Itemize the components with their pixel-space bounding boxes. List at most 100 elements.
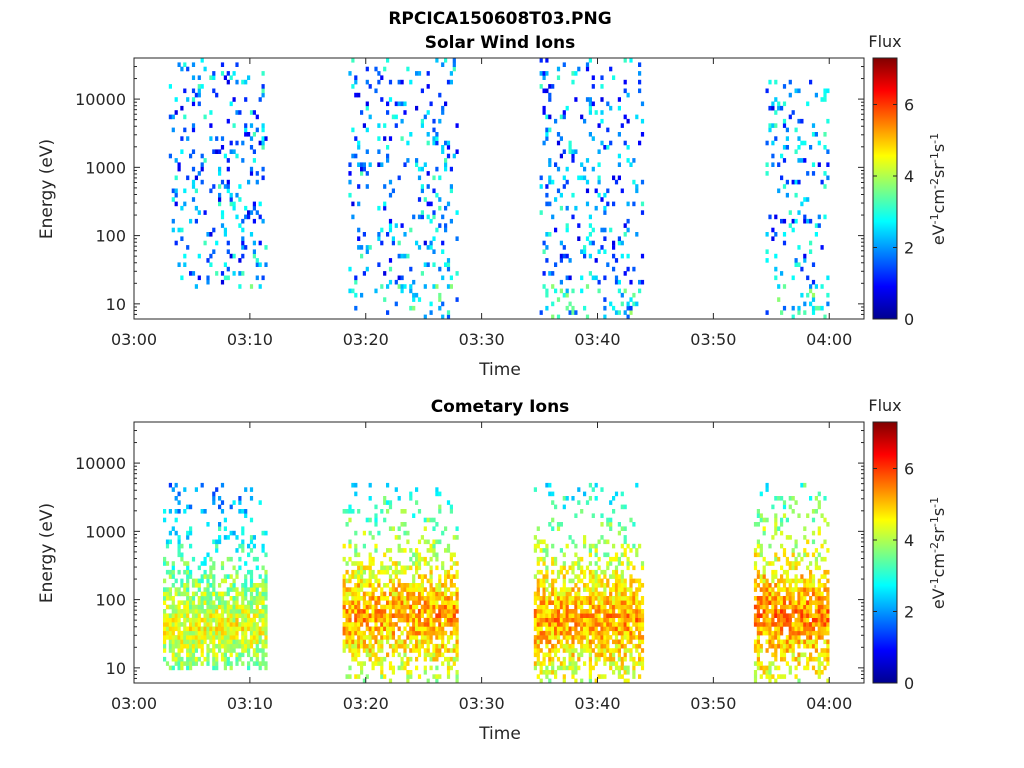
spectrogram-cell [765, 487, 769, 492]
spectrogram-cell [614, 569, 619, 575]
spectrogram-cell [585, 626, 590, 632]
spectrogram-cell [762, 600, 766, 605]
spectrogram-cell [255, 587, 259, 592]
spectrogram-cell [203, 635, 207, 640]
spectrogram-cell [420, 214, 424, 220]
spectrogram-cell [826, 292, 830, 298]
panel-cometary-ions: Cometary Ions 03:00 03:10 03:20 03:30 03:40 0… [37, 396, 948, 744]
spectrogram-cell [171, 526, 175, 531]
spectrogram-cell [264, 596, 268, 601]
spectrogram-cell [241, 609, 245, 614]
spectrogram-cell [409, 609, 413, 614]
spectrogram-cell [354, 626, 358, 632]
spectrogram-cell [223, 591, 227, 597]
spectrogram-cell [753, 648, 758, 653]
spectrogram-cell [354, 543, 358, 549]
spectrogram-cell [756, 622, 760, 627]
spectrogram-cell [571, 626, 575, 632]
spectrogram-cell [186, 617, 190, 623]
spectrogram-cell [612, 574, 616, 579]
spectrogram-cell [360, 639, 364, 645]
spectrogram-cell [548, 162, 552, 167]
spectrogram-cell [803, 535, 807, 540]
spectrogram-cell [756, 513, 760, 518]
spectrogram-cell [759, 630, 763, 636]
spectrogram-cell [186, 569, 190, 575]
spectrogram-cell [536, 539, 540, 545]
spectrogram-cell [756, 522, 760, 527]
figure-title: RPCICA150608T03.PNG [388, 9, 611, 29]
spectrogram-cell [261, 175, 265, 181]
spectrogram-cell [600, 600, 604, 605]
spectrogram-cell [780, 543, 784, 549]
spectrogram-cell [455, 626, 459, 632]
spectrogram-cell [403, 604, 407, 610]
spectrogram-cell [785, 561, 789, 566]
spectrogram-cell [177, 227, 181, 233]
spectrogram-cell [788, 622, 792, 627]
spectrogram-cell [406, 635, 410, 640]
spectrogram-cell [189, 661, 193, 666]
spectrogram-cell [597, 600, 601, 605]
spectrogram-cell [791, 613, 795, 618]
spectrogram-cell [177, 491, 181, 497]
spectrogram-cell [368, 652, 372, 658]
spectrogram-cell [545, 665, 549, 671]
spectrogram-cell [200, 58, 204, 63]
spectrogram-cell [632, 600, 636, 605]
spectrogram-cell [406, 583, 410, 588]
spectrogram-cell [383, 609, 387, 614]
spectrogram-cell [811, 630, 816, 636]
spectrogram-cell [623, 114, 627, 120]
spectrogram-cell [774, 652, 778, 658]
spectrogram-cell [391, 240, 395, 246]
spectrogram-cell [455, 149, 459, 154]
spectrogram-cell [174, 635, 178, 640]
spectrogram-cell [768, 591, 772, 597]
spectrogram-cell [406, 674, 410, 679]
spectrogram-cell [223, 262, 227, 267]
spectrogram-cell [220, 179, 225, 185]
spectrogram-cell [412, 591, 416, 597]
spectrogram-cell [635, 482, 639, 488]
spectrogram-cell [765, 670, 769, 675]
spectrogram-cell [432, 552, 436, 558]
spectrogram-cell [374, 656, 378, 662]
spectrogram-cell [354, 587, 358, 592]
spectrogram-cell [614, 491, 619, 497]
spectrogram-cell [354, 613, 358, 618]
spectrogram-cell [811, 310, 816, 315]
spectrogram-cell [383, 591, 387, 597]
spectrogram-cell [415, 548, 419, 553]
spectrogram-cell [212, 600, 216, 605]
spectrogram-cell [626, 253, 630, 259]
spectrogram-cell [600, 674, 604, 679]
spectrogram-cell [183, 613, 187, 618]
spectrogram-cell [226, 656, 230, 662]
spectrogram-cell [435, 58, 439, 63]
spectrogram-cell [206, 232, 210, 237]
spectrogram-cell [623, 648, 627, 653]
spectrogram-cell [409, 132, 413, 137]
spectrogram-cell [574, 604, 578, 610]
x-axis-ticks: 03:00 03:10 03:20 03:30 03:40 03:50 04:00 [111, 58, 852, 349]
spectrogram-cell [388, 218, 393, 224]
spectrogram-cell [800, 482, 804, 488]
spectrogram-cell [545, 201, 549, 207]
spectrogram-cell [226, 661, 230, 666]
spectrogram-cell [542, 609, 546, 614]
spectrogram-cell [218, 496, 222, 501]
spectrogram-cell [168, 569, 172, 575]
spectrogram-cell [782, 604, 787, 610]
spectrogram-cell [380, 635, 384, 640]
spectrogram-cell [449, 166, 453, 172]
spectrogram-cell [168, 84, 172, 89]
spectrogram-cell [397, 665, 401, 671]
spectrogram-cell [591, 136, 595, 141]
spectrogram-cell [614, 635, 619, 640]
spectrogram-cell [235, 596, 239, 601]
spectrogram-cell [452, 622, 456, 627]
spectrogram-cell [215, 149, 219, 154]
spectrogram-cell [606, 617, 610, 623]
